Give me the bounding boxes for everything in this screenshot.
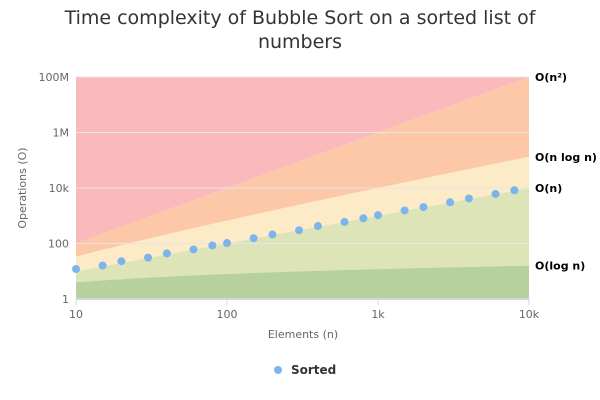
data-point[interactable] <box>400 206 409 215</box>
data-point[interactable] <box>144 253 153 262</box>
legend-label-sorted[interactable]: Sorted <box>291 363 336 377</box>
data-point[interactable] <box>117 257 126 266</box>
data-point[interactable] <box>464 194 473 203</box>
band-o-n <box>76 156 529 272</box>
complexity-labels: O(n²) O(n log n) O(n) O(log n) <box>535 71 597 273</box>
complexity-bands <box>76 77 529 299</box>
label-o-n: O(n) <box>535 182 562 195</box>
y-axis-ticks: 1 100 10k 1M 100M <box>39 71 70 306</box>
data-point[interactable] <box>223 239 231 248</box>
x-axis-title: Elements (n) <box>268 328 338 341</box>
label-o-log-n: O(log n) <box>535 260 585 273</box>
data-point[interactable] <box>419 203 428 212</box>
data-point[interactable] <box>268 230 277 239</box>
data-point[interactable] <box>491 189 500 198</box>
data-point[interactable] <box>189 245 198 254</box>
y-tick-label: 1M <box>53 127 70 140</box>
y-tick-label: 1 <box>62 293 69 306</box>
data-point[interactable] <box>340 217 349 226</box>
label-o-n-log-n: O(n log n) <box>535 151 597 164</box>
data-point[interactable] <box>72 265 80 274</box>
data-point[interactable] <box>313 222 322 231</box>
data-point[interactable] <box>208 241 217 250</box>
band-o-n <box>76 77 529 244</box>
band-o-n-log-n <box>76 77 529 257</box>
y-axis-title: Operations (O) <box>16 147 29 228</box>
legend[interactable]: Sorted <box>274 363 336 377</box>
legend-marker-sorted <box>274 366 282 374</box>
y-tick-label: 100M <box>39 71 70 84</box>
x-tick-label: 1k <box>371 308 385 321</box>
label-o-n: O(n²) <box>535 71 567 84</box>
data-point[interactable] <box>295 226 304 235</box>
data-point[interactable] <box>359 214 368 223</box>
band-baseline <box>76 265 529 299</box>
x-tick-label: 10k <box>519 308 540 321</box>
data-point[interactable] <box>374 211 382 220</box>
data-point[interactable] <box>98 261 107 270</box>
data-point[interactable] <box>510 186 519 195</box>
chart-title: Time complexity of Bubble Sort on a sort… <box>64 7 536 53</box>
y-tick-label: 10k <box>49 182 70 195</box>
x-tick-label: 100 <box>217 308 238 321</box>
x-tick-label: 10 <box>69 308 83 321</box>
x-axis-ticks: 10 100 1k 10k <box>69 299 540 321</box>
data-point[interactable] <box>249 234 258 243</box>
data-point[interactable] <box>446 198 455 207</box>
data-point[interactable] <box>162 249 171 258</box>
y-tick-label: 100 <box>48 238 69 251</box>
series-sorted[interactable] <box>72 186 519 274</box>
band-o-log-n <box>76 188 529 283</box>
